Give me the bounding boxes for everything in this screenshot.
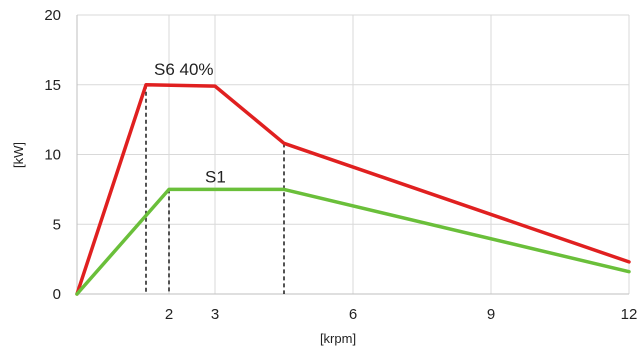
- series-line-s6: [75, 83, 631, 296]
- series-line-s1: [75, 187, 631, 296]
- series-label-s1: S1: [205, 167, 226, 186]
- tick-labels: 0 5 10 15 20 2 3 6 9 12: [44, 7, 637, 323]
- x-tick-label: 6: [349, 306, 357, 323]
- series-lines: [75, 83, 631, 296]
- y-tick-label: 15: [44, 77, 61, 94]
- x-tick-label: 12: [621, 306, 638, 323]
- y-tick-label: 5: [53, 216, 61, 233]
- x-tick-label: 9: [487, 306, 495, 323]
- drop-lines: [145, 84, 285, 294]
- y-tick-label: 20: [44, 7, 61, 24]
- x-tick-label: 2: [165, 306, 173, 323]
- x-tick-label: 3: [211, 306, 219, 323]
- series-labels: S6 40% S1: [154, 60, 226, 187]
- y-axis-title: [kW]: [11, 142, 26, 168]
- series-label-s6: S6 40%: [154, 60, 214, 79]
- y-tick-label: 10: [44, 147, 61, 164]
- x-axis-title: [krpm]: [320, 331, 356, 346]
- axes: [76, 15, 629, 295]
- y-tick-label: 0: [53, 286, 61, 303]
